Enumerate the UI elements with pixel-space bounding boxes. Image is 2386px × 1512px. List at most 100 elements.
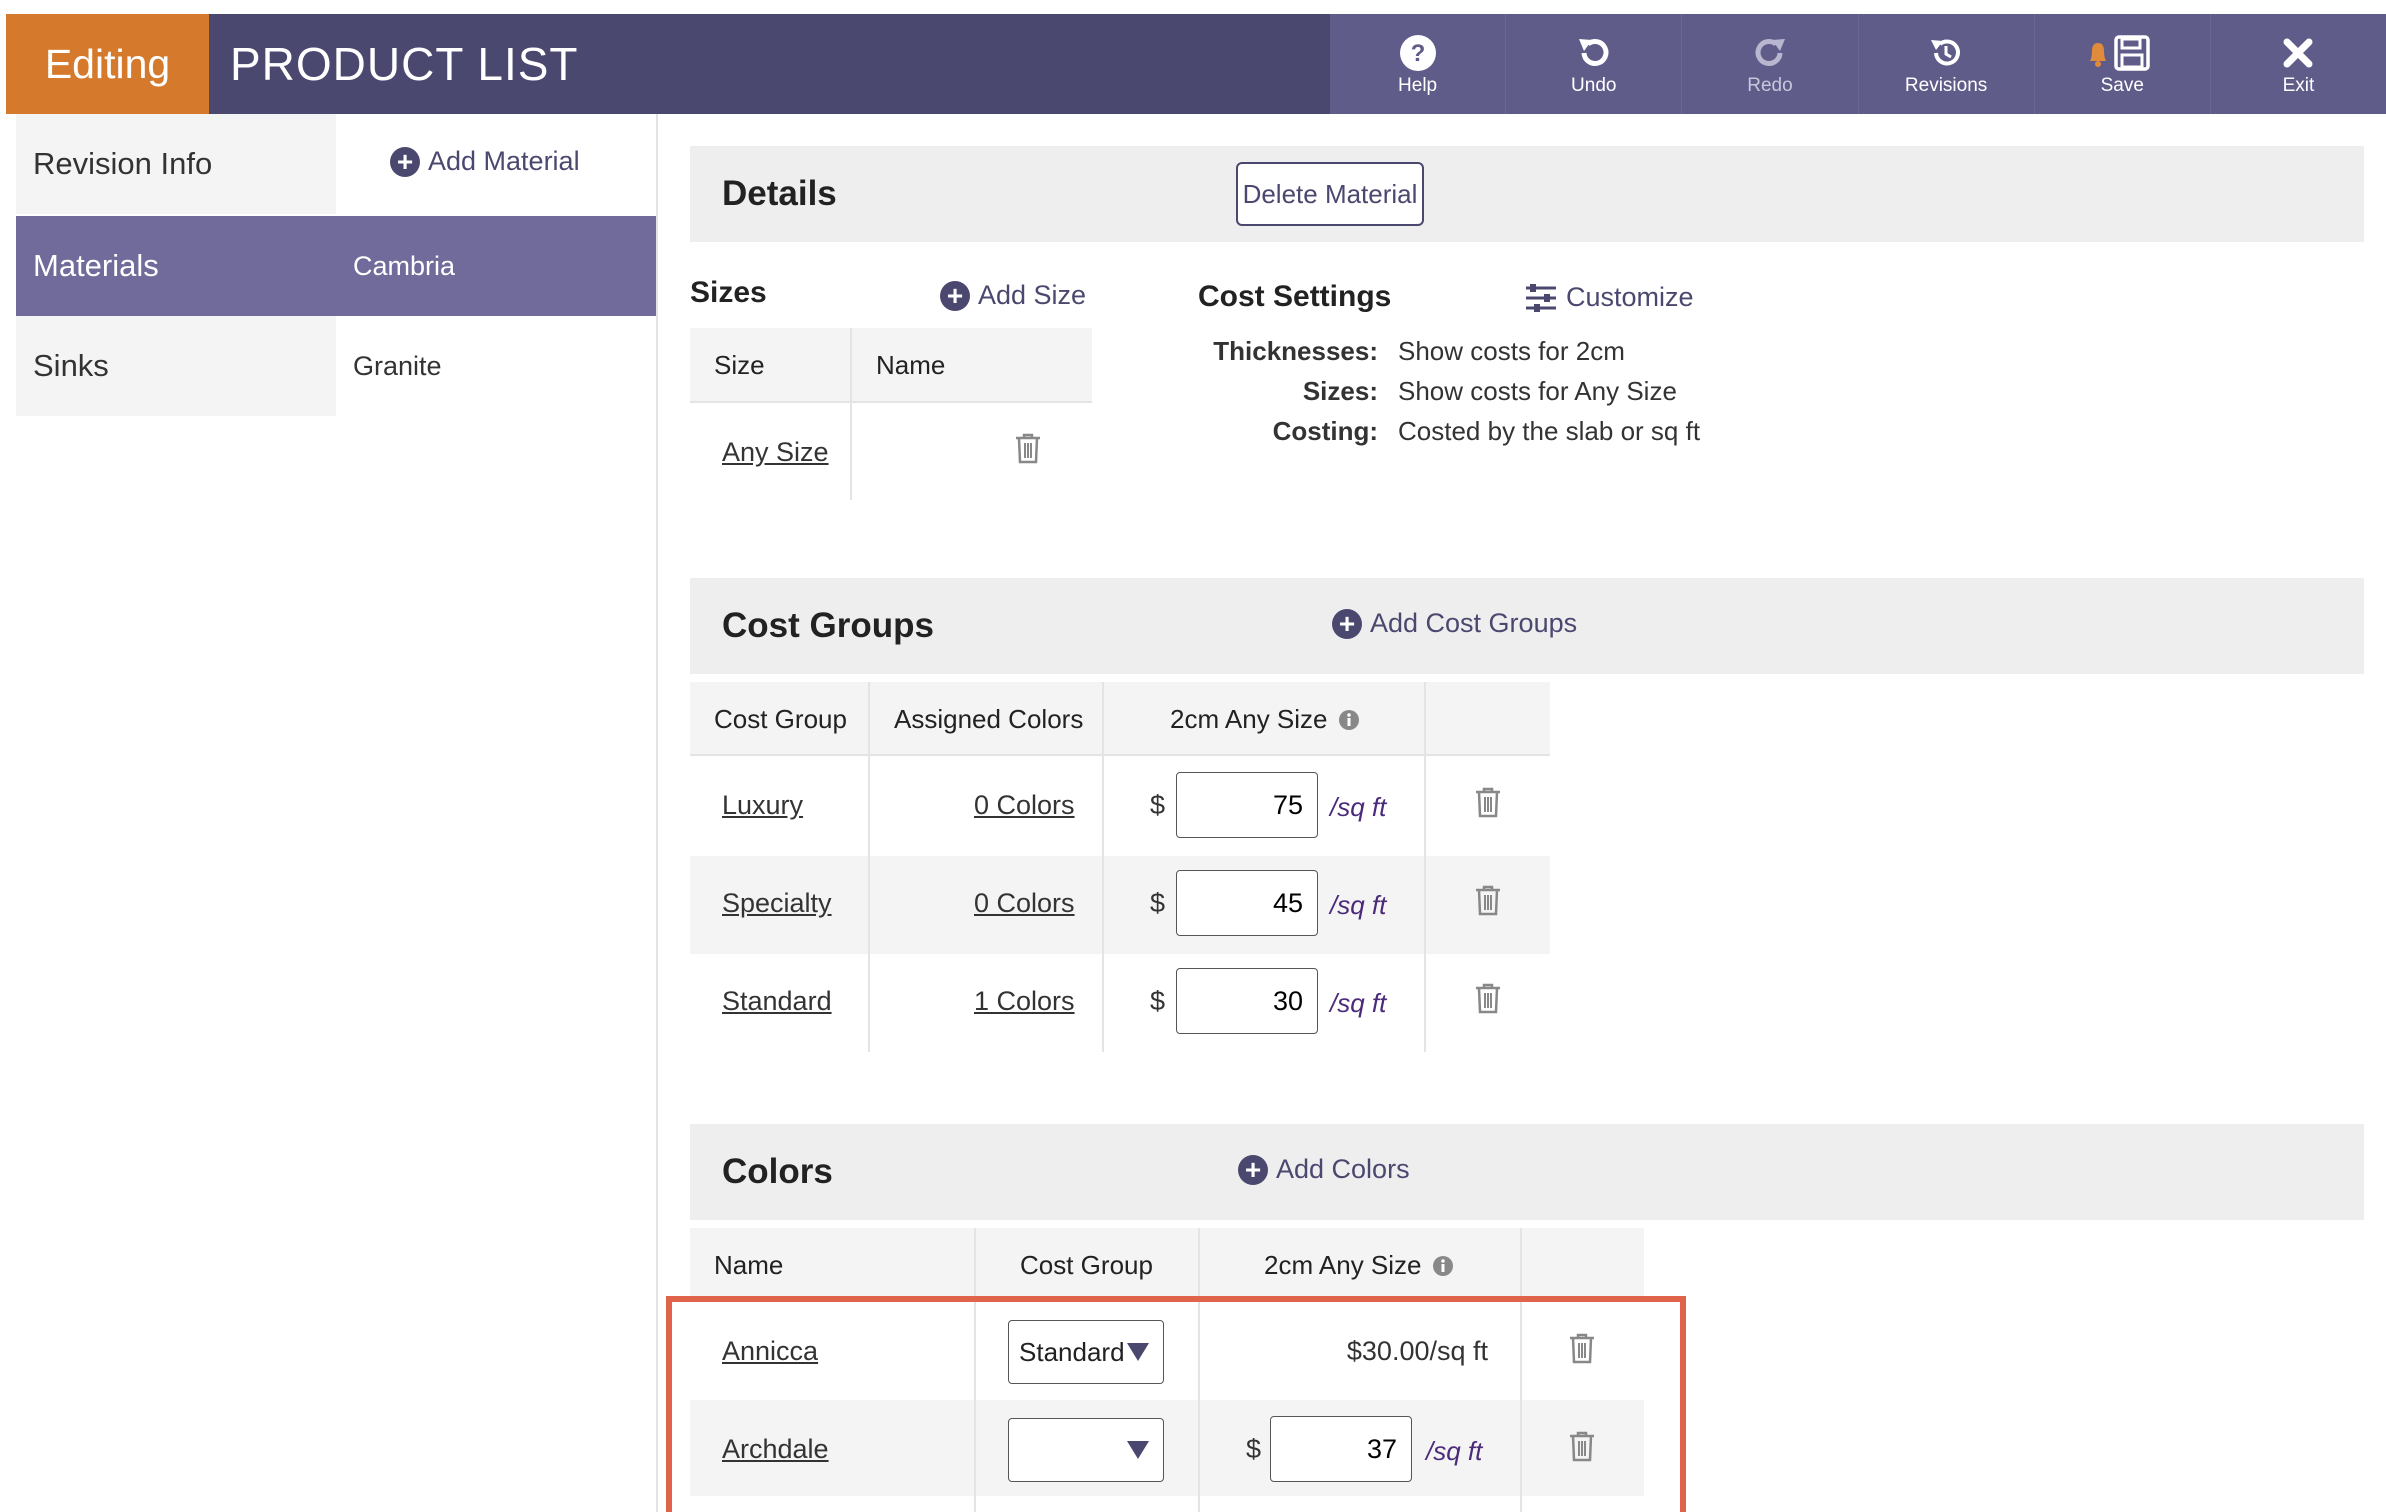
colors-title: Colors [722, 1152, 833, 1191]
cost-group-colors-specialty[interactable]: 0 Colors [974, 888, 1075, 918]
revisions-label: Revisions [1904, 75, 1988, 96]
cost-group-select-archdale[interactable] [1008, 1418, 1164, 1482]
cost-groups-row-bg [690, 856, 1550, 954]
revisions-icon [1926, 31, 1966, 75]
unit-label: /sq ft [1330, 792, 1387, 822]
add-cost-groups-button[interactable]: + Add Cost Groups [1332, 608, 1577, 639]
revisions-button[interactable]: Revisions [1859, 14, 2035, 114]
currency-symbol: $ [1246, 1434, 1262, 1464]
sizes-title: Sizes [690, 276, 767, 309]
col-divider [1424, 682, 1426, 1052]
undo-label: Undo [1571, 75, 1617, 96]
add-icon: + [1238, 1154, 1268, 1185]
delete-color-button[interactable] [1568, 1430, 1596, 1467]
exit-label: Exit [2282, 75, 2315, 96]
unit-label: /sq ft [1330, 988, 1387, 1018]
delete-color-button[interactable] [1568, 1332, 1596, 1369]
colors-header: Colors + Add Colors [690, 1124, 2364, 1220]
nav-item-materials[interactable]: Materials [16, 216, 336, 316]
cost-group-select-annicca[interactable]: Standard [1008, 1320, 1164, 1384]
sizes-col-size: Size [714, 350, 765, 380]
cost-setting-label-thicknesses: Thicknesses: [1213, 336, 1378, 366]
cost-group-link-specialty[interactable]: Specialty [722, 888, 832, 918]
help-icon: ? [1399, 31, 1437, 75]
page-title: PRODUCT LIST [230, 38, 579, 90]
add-material-label: Add Material [428, 146, 580, 176]
delete-cost-group-button[interactable] [1474, 982, 1502, 1019]
material-item-granite[interactable]: Granite [353, 351, 442, 381]
help-button[interactable]: ? Help [1330, 14, 1507, 114]
material-item-cambria[interactable]: Cambria [336, 216, 656, 316]
color-price-input-archdale[interactable] [1270, 1416, 1412, 1482]
cost-group-price-input-luxury[interactable] [1176, 772, 1318, 838]
redo-label: Redo [1747, 75, 1793, 96]
delete-cost-group-button[interactable] [1474, 884, 1502, 921]
cost-group-colors-luxury[interactable]: 0 Colors [974, 790, 1075, 820]
colors-col-price: 2cm Any Size [1264, 1250, 1454, 1281]
details-title: Details [722, 174, 837, 213]
cost-settings-title: Cost Settings [1198, 280, 1392, 313]
currency-symbol: $ [1150, 986, 1166, 1016]
color-price-annicca: $30.00/sq ft [1346, 1336, 1488, 1366]
exit-button[interactable]: Exit [2211, 14, 2386, 114]
colors-col-price-label: 2cm Any Size [1264, 1250, 1422, 1280]
color-link-annicca[interactable]: Annicca [722, 1336, 819, 1366]
delete-material-button[interactable]: Delete Material [1236, 162, 1424, 226]
editing-mode-badge: Editing [6, 14, 209, 114]
currency-symbol: $ [1150, 888, 1166, 918]
info-icon [1338, 709, 1359, 730]
save-icon [2082, 31, 2162, 75]
colors-row-bg [690, 1400, 1644, 1496]
cost-groups-col-price-label: 2cm Any Size [1170, 704, 1328, 734]
trash-icon [1016, 433, 1040, 464]
customize-label: Customize [1566, 282, 1694, 312]
cost-groups-col-colors: Assigned Colors [894, 704, 1084, 734]
delete-cost-group-button[interactable] [1474, 786, 1502, 823]
redo-icon [1750, 31, 1790, 75]
cost-groups-col-price: 2cm Any Size [1170, 704, 1360, 735]
svg-text:?: ? [1410, 40, 1425, 67]
col-divider [1102, 682, 1104, 1052]
app-header: Editing PRODUCT LIST ? Help Undo Redo Re… [6, 14, 2386, 114]
col-divider [868, 682, 870, 1052]
close-icon [2281, 31, 2315, 75]
nav-item-sinks[interactable]: Sinks [16, 316, 336, 416]
highlight-annotation-box [666, 1296, 1686, 1512]
save-button[interactable]: Save [2035, 14, 2211, 114]
trash-icon [1570, 1431, 1594, 1462]
add-icon: + [390, 146, 420, 177]
cost-groups-header-divider [690, 754, 1550, 756]
cost-group-link-standard[interactable]: Standard [722, 986, 832, 1016]
undo-button[interactable]: Undo [1506, 14, 1683, 114]
colors-col-name: Name [714, 1250, 784, 1280]
delete-size-button[interactable] [1014, 432, 1042, 469]
panel-divider [656, 114, 658, 1512]
cost-group-price-input-specialty[interactable] [1176, 870, 1318, 936]
cost-group-link-luxury[interactable]: Luxury [722, 790, 804, 820]
cost-groups-header: Cost Groups + Add Cost Groups [690, 578, 2364, 674]
redo-button[interactable]: Redo [1682, 14, 1859, 114]
colors-header-row [690, 1228, 1644, 1300]
size-link-any-size[interactable]: Any Size [722, 437, 829, 467]
cost-setting-label-costing: Costing: [1272, 416, 1378, 446]
add-size-label: Add Size [978, 280, 1087, 310]
nav-item-revision-info[interactable]: Revision Info [16, 114, 336, 214]
cost-setting-value-thicknesses: Show costs for 2cm [1398, 336, 1625, 366]
add-material-button[interactable]: + Add Material [390, 146, 580, 177]
add-colors-label: Add Colors [1276, 1154, 1410, 1184]
color-link-archdale[interactable]: Archdale [722, 1434, 829, 1464]
add-colors-button[interactable]: + Add Colors [1238, 1154, 1410, 1185]
cost-group-colors-standard[interactable]: 1 Colors [974, 986, 1075, 1016]
cost-group-price-input-standard[interactable] [1176, 968, 1318, 1034]
unit-label: /sq ft [1426, 1436, 1483, 1466]
add-size-button[interactable]: + Add Size [940, 280, 1086, 311]
sizes-col-name: Name [876, 350, 946, 380]
cost-groups-header-row [690, 682, 1550, 754]
customize-button[interactable]: Customize [1524, 282, 1694, 313]
sliders-icon [1526, 283, 1556, 312]
bell-icon [2090, 43, 2107, 67]
trash-icon [1570, 1333, 1594, 1364]
cost-setting-label-sizes: Sizes: [1302, 376, 1378, 406]
cost-groups-col-group: Cost Group [714, 704, 847, 734]
colors-col-group: Cost Group [1020, 1250, 1153, 1280]
